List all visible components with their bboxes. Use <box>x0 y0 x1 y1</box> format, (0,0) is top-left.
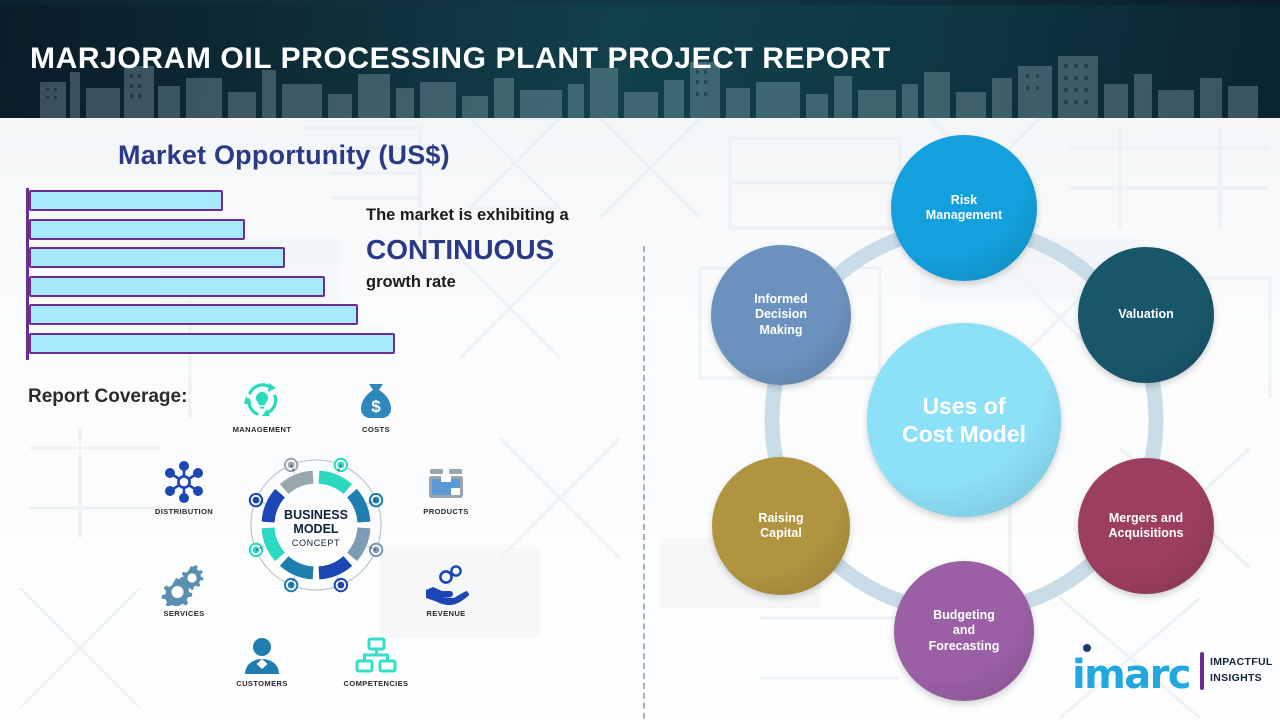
bubble-label: Risk Management <box>925 192 1003 222</box>
bubble-uses-of-cost-model[interactable]: Uses of Cost Model <box>867 323 1061 517</box>
business-model-node-core <box>372 496 380 504</box>
coverage-item-costs: $ COSTS <box>321 378 431 434</box>
bubble-label: Budgeting and Forecasting <box>928 608 1000 653</box>
box-package-icon <box>391 460 501 504</box>
svg-text:$: $ <box>371 397 381 416</box>
logo-wordmark: imarc <box>1072 652 1191 698</box>
slide-body <box>0 118 1280 720</box>
business-model-leader-line <box>336 464 342 474</box>
logo-tagline-1: IMPACTFUL <box>1210 656 1273 668</box>
hand-coins-icon <box>391 562 501 606</box>
coverage-label-management: MANAGEMENT <box>232 425 292 434</box>
logo-tagline-2: INSIGHTS <box>1210 672 1262 684</box>
coverage-label-customers: CUSTOMERS <box>236 679 288 688</box>
chart-bar <box>29 304 359 325</box>
coverage-item-distribution: DISTRIBUTION <box>129 460 239 516</box>
business-model-segment <box>261 527 286 562</box>
coverage-label-services: SERVICES <box>163 609 205 618</box>
business-model-segment <box>279 470 314 495</box>
business-model-leader-line <box>336 576 342 586</box>
bubble-raising-capital[interactable]: Raising Capital <box>712 457 850 595</box>
coverage-item-services: SERVICES <box>129 562 239 618</box>
user-person-icon <box>207 632 317 676</box>
coverage-item-competencies: COMPETENCIES <box>321 632 431 688</box>
business-model-node-core <box>287 461 295 469</box>
chart-bar <box>29 190 223 211</box>
business-model-node-core <box>372 546 380 554</box>
coverage-label-products: PRODUCTS <box>423 507 469 516</box>
coverage-label-competencies: COMPETENCIES <box>343 679 409 688</box>
coverage-item-revenue: REVENUE <box>391 562 501 618</box>
business-model-node-core <box>337 461 345 469</box>
bubble-informed-decision[interactable]: Informed Decision Making <box>711 245 851 385</box>
coverage-item-products: PRODUCTS <box>391 460 501 516</box>
chart-bar <box>29 218 245 240</box>
business-model-leader-line <box>367 499 377 505</box>
page-title: MARJORAM OIL PROCESSING PLANT PROJECT RE… <box>30 42 891 75</box>
bubble-budgeting-forecasting[interactable]: Budgeting and Forecasting <box>894 561 1034 701</box>
business-model-leader-line <box>255 499 265 505</box>
callout-line-2: CONTINUOUS <box>366 233 555 265</box>
chart-bar <box>29 332 395 354</box>
business-model-leader-line <box>255 545 265 551</box>
business-model-segment <box>346 488 371 523</box>
market-opportunity-bar-chart <box>26 188 406 360</box>
coverage-label-revenue: REVENUE <box>426 609 466 618</box>
bubble-mergers-acquisitions[interactable]: Mergers and Acquisitions <box>1078 458 1214 594</box>
callout-line-1: The market is exhibiting a <box>366 206 569 224</box>
bubble-label: Mergers and Acquisitions <box>1108 510 1184 540</box>
logo-separator-bar <box>1200 652 1204 690</box>
business-model-segment <box>346 527 371 562</box>
business-model-leader-line <box>290 576 296 586</box>
business-model-leader-line <box>367 545 377 551</box>
business-model-segment <box>318 470 353 495</box>
slide-header: MARJORAM OIL PROCESSING PLANT PROJECT RE… <box>0 0 1280 118</box>
bubble-label: Valuation <box>1118 307 1174 322</box>
chart-bar <box>29 275 326 297</box>
coverage-label-distribution: DISTRIBUTION <box>154 507 214 516</box>
bubble-label: Raising Capital <box>758 510 804 540</box>
business-model-segment <box>318 555 353 580</box>
market-opportunity-title: Market Opportunity (US$) <box>118 140 450 170</box>
bubble-label: Informed Decision Making <box>754 292 808 337</box>
business-model-title-1: BUSINESS <box>284 508 348 522</box>
chart-bar <box>29 247 286 268</box>
coverage-label-costs: COSTS <box>362 425 390 434</box>
header-top-accent <box>0 0 1280 5</box>
business-model-diagram: BUSINESS MODEL CONCEPT <box>243 452 389 598</box>
chart-y-axis <box>26 188 29 360</box>
city-skyline-graphic <box>40 56 1258 118</box>
gears-icon <box>129 562 239 606</box>
network-nodes-icon <box>129 460 239 504</box>
panel-divider <box>643 246 645 720</box>
uses-of-cost-model-diagram: Uses of Cost Model Risk Management Valuation… <box>643 118 1280 720</box>
business-model-subtitle: CONCEPT <box>292 538 340 548</box>
report-coverage-label: Report Coverage: <box>28 386 188 407</box>
business-model-leader-line <box>290 464 296 474</box>
imarc-logo[interactable]: imarc IMPACTFUL INSIGHTS <box>1072 644 1277 698</box>
business-model-segment <box>279 555 314 580</box>
coverage-item-management: MANAGEMENT <box>207 378 317 434</box>
logo-dot-icon <box>1083 644 1091 652</box>
bubble-label: Uses of Cost Model <box>902 392 1026 447</box>
business-model-segment <box>261 488 286 523</box>
growth-callout: The market is exhibiting a CONTINUOUS gr… <box>366 205 628 293</box>
recycle-bulb-icon <box>207 378 317 422</box>
coverage-item-customers: CUSTOMERS <box>207 632 317 688</box>
bubble-valuation[interactable]: Valuation <box>1078 247 1214 383</box>
bubble-risk-management[interactable]: Risk Management <box>891 135 1037 281</box>
business-model-title-2: MODEL <box>293 522 339 536</box>
callout-line-3: growth rate <box>366 273 456 292</box>
org-chart-icon <box>321 632 431 676</box>
money-bag-icon: $ <box>321 378 431 422</box>
